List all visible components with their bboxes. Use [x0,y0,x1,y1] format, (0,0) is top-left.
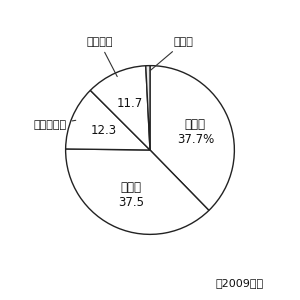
Text: （2009年）: （2009年） [216,278,264,288]
Wedge shape [150,66,234,210]
Wedge shape [66,149,209,234]
Wedge shape [90,66,150,150]
Wedge shape [66,90,150,150]
Text: キリン
37.7%: キリン 37.7% [177,118,214,146]
Text: サッポロ: サッポロ [86,37,117,76]
Text: 12.3: 12.3 [90,124,116,137]
Text: 11.7: 11.7 [116,97,142,110]
Text: サントリー: サントリー [34,120,76,130]
Wedge shape [146,66,150,150]
Text: アサヒ
37.5: アサヒ 37.5 [118,181,144,209]
Text: その他: その他 [150,37,194,70]
